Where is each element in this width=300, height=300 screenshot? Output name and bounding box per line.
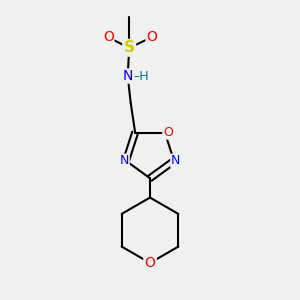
Text: –H: –H bbox=[133, 70, 149, 83]
Text: N: N bbox=[171, 154, 180, 167]
Text: O: O bbox=[145, 256, 155, 270]
Text: N: N bbox=[120, 154, 129, 167]
Text: N: N bbox=[122, 69, 133, 83]
Text: O: O bbox=[163, 126, 173, 139]
Text: O: O bbox=[146, 30, 157, 44]
Text: S: S bbox=[124, 40, 135, 55]
Text: O: O bbox=[103, 30, 114, 44]
